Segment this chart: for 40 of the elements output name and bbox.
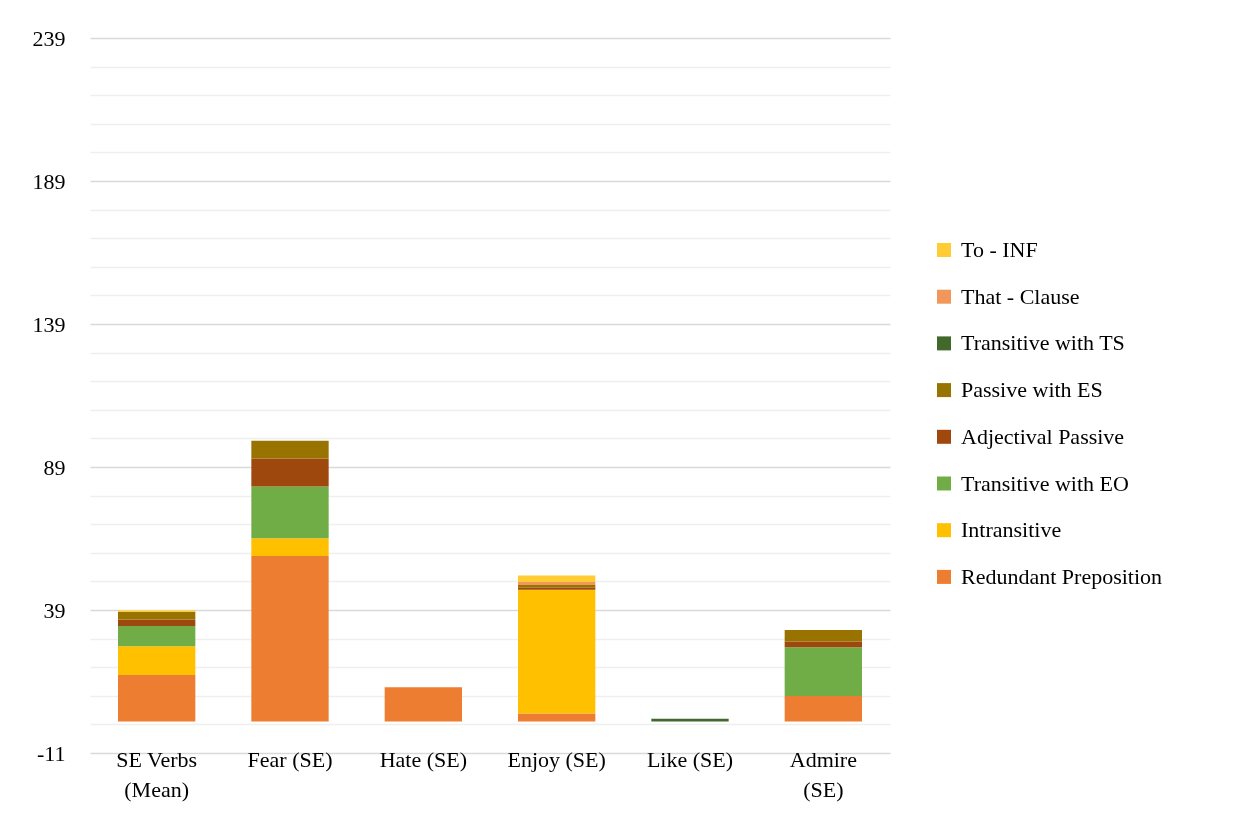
legend-label: That - Clause [961,283,1080,309]
legend-label: Transitive with TS [961,330,1125,356]
bar [784,630,862,642]
bar [251,458,329,487]
bar [118,674,196,722]
y-tick-label: 189 [32,168,66,194]
bar [518,575,596,582]
bar [251,486,329,539]
bar [251,538,329,556]
y-tick-label: 39 [43,597,66,623]
y-tick-label: 89 [43,454,66,480]
legend-label: To - INF [961,237,1038,262]
x-tick-label: Fear (SE) [247,746,333,772]
y-tick-label: -11 [36,740,66,766]
x-tick-label: Admire (SE) [789,746,857,802]
legend-label: Intransitive [961,517,1062,543]
bar [251,555,329,722]
legend-label: Adjectival Passive [961,423,1125,449]
bar [118,626,196,647]
bar [251,440,329,459]
bar [784,641,862,648]
legend-label: Passive with ES [961,377,1103,403]
bar [651,718,729,722]
bar [784,696,862,722]
legend-label: Redundant Preposition [961,563,1163,589]
x-tick-label: Hate (SE) [379,746,468,772]
bar [118,619,196,627]
bar [784,647,862,697]
x-tick-label: Like (SE) [646,746,734,772]
bar [518,589,596,714]
y-tick-label: 139 [32,311,66,337]
bar [518,713,596,722]
x-tick-label: SE Verbs (Mean) [116,746,198,802]
y-tick-label: 239 [32,25,66,51]
bar [518,581,596,586]
legend-label: Transitive with EO [961,470,1129,496]
bar [384,687,462,722]
x-tick-label: Enjoy (SE) [507,746,606,772]
bar [118,612,196,620]
bar [118,646,196,675]
